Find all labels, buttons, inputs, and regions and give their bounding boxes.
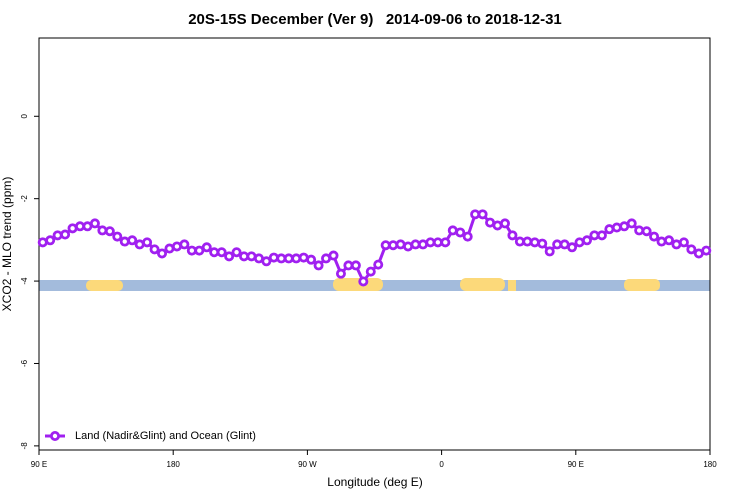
land-band (86, 280, 123, 291)
land-band (508, 280, 516, 291)
y-tick-label: -8 (20, 442, 29, 450)
data-point (581, 235, 592, 246)
data-point (261, 256, 272, 267)
data-point (52, 230, 63, 241)
data-point (537, 238, 548, 249)
data-point (373, 259, 384, 270)
data-point (522, 236, 533, 247)
land-band (460, 278, 505, 291)
data-point (268, 252, 279, 263)
data-point (663, 235, 674, 246)
surface-band (39, 278, 710, 291)
x-tick-label: 90 E (568, 460, 584, 469)
x-tick-label: 180 (167, 460, 181, 469)
x-tick-label: 180 (703, 460, 717, 469)
y-tick-label: -2 (20, 195, 29, 203)
data-point (328, 250, 339, 261)
data-point (313, 260, 324, 271)
data-point (149, 244, 160, 255)
data-point (507, 230, 518, 241)
y-tick-label: 0 (20, 114, 29, 119)
data-point (656, 236, 667, 247)
data-point (127, 235, 138, 246)
data-point (112, 231, 123, 242)
data-point (626, 218, 637, 229)
data-point (89, 218, 100, 229)
data-point (45, 235, 56, 246)
x-tick-label: 0 (439, 460, 444, 469)
data-point (477, 209, 488, 220)
data-point (649, 231, 660, 242)
data-point (567, 242, 578, 253)
data-point (350, 260, 361, 271)
data-point (455, 227, 466, 238)
legend-label: Land (Nadir&Glint) and Ocean (Glint) (75, 430, 256, 442)
data-point (194, 245, 205, 256)
data-point (604, 224, 615, 235)
x-tick-label: 90 E (31, 460, 47, 469)
data-point (641, 226, 652, 237)
y-tick-label: -6 (20, 359, 29, 367)
y-tick-label: -4 (20, 277, 29, 285)
data-point (179, 239, 190, 250)
data-point (462, 231, 473, 242)
data-point (678, 237, 689, 248)
data-point (596, 230, 607, 241)
x-tick-label: 90 W (298, 460, 317, 469)
data-point (97, 225, 108, 236)
chart-title: 20S-15S December (Ver 9) 2014-09-06 to 2… (188, 11, 562, 28)
legend-swatch-marker (50, 430, 61, 441)
data-point (306, 254, 317, 265)
data-point (388, 240, 399, 251)
data-point (499, 218, 510, 229)
data-point (119, 236, 130, 247)
data-point (634, 225, 645, 236)
data-point (686, 244, 697, 255)
data-point (224, 251, 235, 262)
data-point (216, 247, 227, 258)
land-band (624, 279, 660, 291)
data-point (201, 242, 212, 253)
data-point (60, 229, 71, 240)
data-point (611, 222, 622, 233)
data-point (365, 266, 376, 277)
data-point (142, 237, 153, 248)
data-point (104, 226, 115, 237)
x-axis-title: Longitude (deg E) (327, 475, 422, 489)
data-point (157, 248, 168, 259)
data-point (358, 276, 369, 287)
land-band (333, 278, 383, 291)
data-point (529, 237, 540, 248)
data-point (335, 268, 346, 279)
data-point (701, 245, 712, 256)
data-point (231, 247, 242, 258)
y-axis-title: XCO2 - MLO trend (ppm) (0, 177, 14, 312)
data-point (544, 246, 555, 257)
data-point (440, 237, 451, 248)
data-point (291, 253, 302, 264)
